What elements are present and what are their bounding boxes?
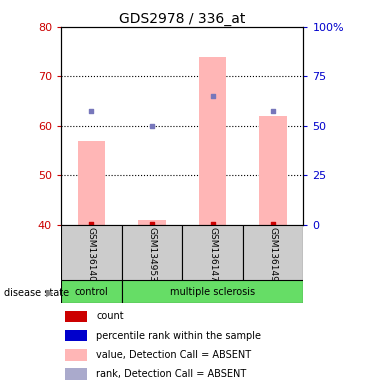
- Point: [149, 221, 155, 227]
- Point: [149, 123, 155, 129]
- Point: [209, 221, 215, 227]
- Bar: [138, 220, 165, 225]
- Text: percentile rank within the sample: percentile rank within the sample: [96, 331, 261, 341]
- Text: ▶: ▶: [46, 288, 54, 298]
- Bar: [61, 225, 122, 280]
- Point: [88, 108, 94, 114]
- Bar: [64, 311, 87, 322]
- Text: disease state: disease state: [4, 288, 69, 298]
- Text: count: count: [96, 311, 124, 321]
- Bar: [122, 225, 182, 280]
- Text: multiple sclerosis: multiple sclerosis: [170, 287, 255, 297]
- Point: [88, 221, 94, 227]
- Bar: [64, 330, 87, 341]
- Text: control: control: [74, 287, 108, 297]
- Text: GSM136149: GSM136149: [269, 227, 278, 282]
- Text: GSM134953: GSM134953: [147, 227, 157, 282]
- Title: GDS2978 / 336_at: GDS2978 / 336_at: [119, 12, 245, 26]
- Bar: [199, 56, 226, 225]
- Bar: [78, 141, 105, 225]
- Text: GSM136140: GSM136140: [87, 227, 96, 282]
- Point: [270, 108, 276, 114]
- Bar: [182, 225, 243, 280]
- Bar: [243, 225, 303, 280]
- Bar: [64, 349, 87, 361]
- Bar: [259, 116, 287, 225]
- Bar: [61, 280, 122, 303]
- Point: [270, 221, 276, 227]
- Text: GSM136147: GSM136147: [208, 227, 217, 282]
- Point: [209, 93, 215, 99]
- Bar: [64, 368, 87, 380]
- Bar: [122, 280, 303, 303]
- Text: rank, Detection Call = ABSENT: rank, Detection Call = ABSENT: [96, 369, 246, 379]
- Text: value, Detection Call = ABSENT: value, Detection Call = ABSENT: [96, 350, 252, 360]
